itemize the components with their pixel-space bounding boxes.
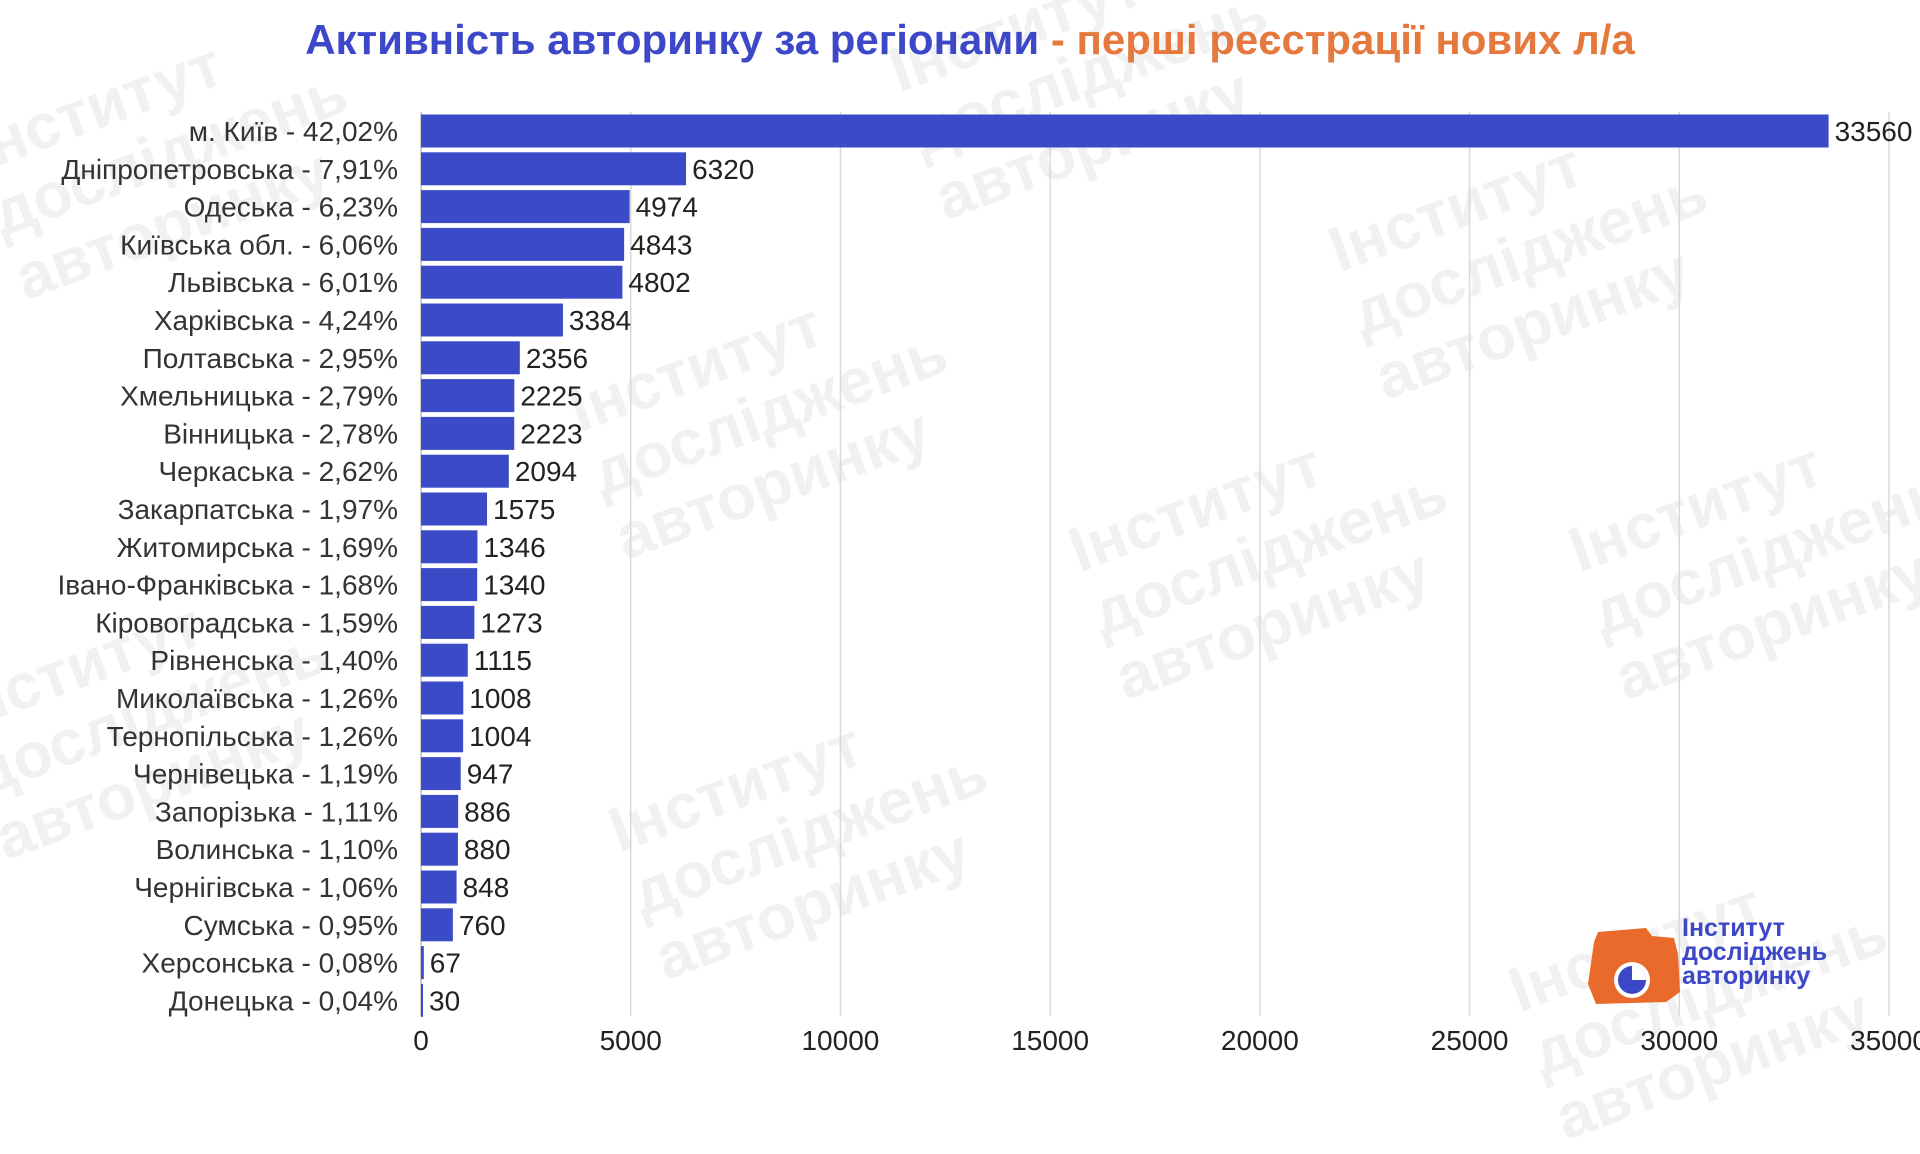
bar [421,757,461,791]
bar [421,114,1829,148]
category-label: Донецька - 0,04% [169,985,398,1016]
bar [421,152,687,186]
category-label: Миколаївська - 1,26% [116,683,398,714]
bar [421,643,468,677]
bar [421,530,478,564]
bar [421,946,424,980]
x-axis-ticks: 0 5000 10000 15000 20000 25000 30000 35000 [413,1025,1920,1056]
logo-mark-icon [1588,928,1680,1004]
x-tick-label: 25000 [1431,1025,1509,1056]
chart-title: Активність авторинку за регіонами - перш… [0,16,1920,64]
category-label: Сумська - 0,95% [184,910,398,941]
bar [421,719,464,753]
chart-title-accent: перші реєстрації нових л/а [1076,16,1635,63]
category-label: Житомирська - 1,69% [117,532,398,563]
category-label: Волинська - 1,10% [156,834,398,865]
logo-line-1: Інститут [1682,914,1785,942]
data-label: 2223 [520,418,582,449]
data-label: 1115 [474,645,532,676]
data-label: 30 [429,985,460,1016]
bar [421,379,515,413]
bars [421,114,1829,1017]
bar [421,303,563,337]
category-label: Кіровоградська - 1,59% [95,607,398,638]
data-label: 4802 [628,267,690,298]
category-label: Полтавська - 2,95% [143,343,398,374]
data-label: 67 [430,948,461,979]
data-label: 2356 [526,343,588,374]
bar [421,605,475,639]
data-label: 2094 [515,456,577,487]
logo-line-2: досліджень [1682,938,1828,966]
data-label: 1273 [480,607,542,638]
data-label: 1575 [493,494,555,525]
chart-title-separator: - [1039,16,1077,63]
category-label: Львівська - 6,01% [168,267,398,298]
logo-text: Інститут досліджень авторинку [1682,914,1828,990]
x-tick-label: 35000 [1850,1025,1920,1056]
category-label: Хмельницька - 2,79% [120,381,398,412]
x-tick-label: 15000 [1011,1025,1089,1056]
bar [421,492,488,526]
bar [421,341,520,375]
data-label: 848 [463,872,510,903]
value-labels: 33560 6320 4974 4843 4802 3384 2356 2225 2223 209… [429,116,1912,1016]
category-labels: м. Київ - 42,02% Дніпропетровська - 7,91%… [58,116,399,1016]
bar [421,870,457,904]
category-label: Запорізька - 1,11% [155,796,398,827]
data-label: 6320 [692,154,754,185]
category-label: Одеська - 6,23% [184,192,398,223]
bar [421,227,625,261]
category-label: Івано-Франківська - 1,68% [58,570,399,601]
bar [421,454,509,488]
category-label: Київська обл. - 6,06% [120,229,398,260]
data-label: 4843 [630,229,692,260]
category-label: Рівненська - 1,40% [150,645,398,676]
data-label: 880 [464,834,511,865]
bar [421,832,458,866]
category-label: Чернівецька - 1,19% [133,759,398,790]
data-label: 1340 [483,570,545,601]
x-tick-label: 0 [413,1025,429,1056]
category-label: Чернігівська - 1,06% [134,872,398,903]
category-label: Херсонська - 0,08% [142,948,398,979]
institute-logo: Інститут досліджень авторинку [1584,916,1884,1016]
data-label: 1346 [483,532,545,563]
category-label: Дніпропетровська - 7,91% [61,154,398,185]
bar-chart: м. Київ - 42,02% Дніпропетровська - 7,91%… [58,112,1920,1056]
x-tick-label: 5000 [600,1025,662,1056]
logo-line-3: авторинку [1682,962,1811,990]
category-label: Тернопільська - 1,26% [107,721,398,752]
bar [421,190,630,224]
gridlines [420,112,1890,1016]
data-label: 3384 [569,305,631,336]
bar [421,568,478,602]
bar [421,983,423,1017]
x-tick-label: 10000 [801,1025,879,1056]
x-tick-label: 20000 [1221,1025,1299,1056]
data-label: 2225 [520,381,582,412]
x-tick-label: 30000 [1640,1025,1718,1056]
data-label: 760 [459,910,506,941]
data-label: 4974 [636,192,698,223]
data-label: 33560 [1835,116,1913,147]
data-label: 947 [467,759,514,790]
chart-title-main: Активність авторинку за регіонами [305,16,1040,63]
bar [421,908,453,942]
category-label: Закарпатська - 1,97% [118,494,398,525]
category-label: Вінницька - 2,78% [163,418,398,449]
bar [421,794,459,828]
category-label: Харківська - 4,24% [154,305,398,336]
data-label: 1008 [469,683,531,714]
data-label: 1004 [469,721,531,752]
data-label: 886 [464,796,511,827]
bar [421,681,464,715]
category-label: м. Київ - 42,02% [189,116,398,147]
category-label: Черкаська - 2,62% [158,456,398,487]
bar [421,265,623,299]
bar [421,416,515,450]
